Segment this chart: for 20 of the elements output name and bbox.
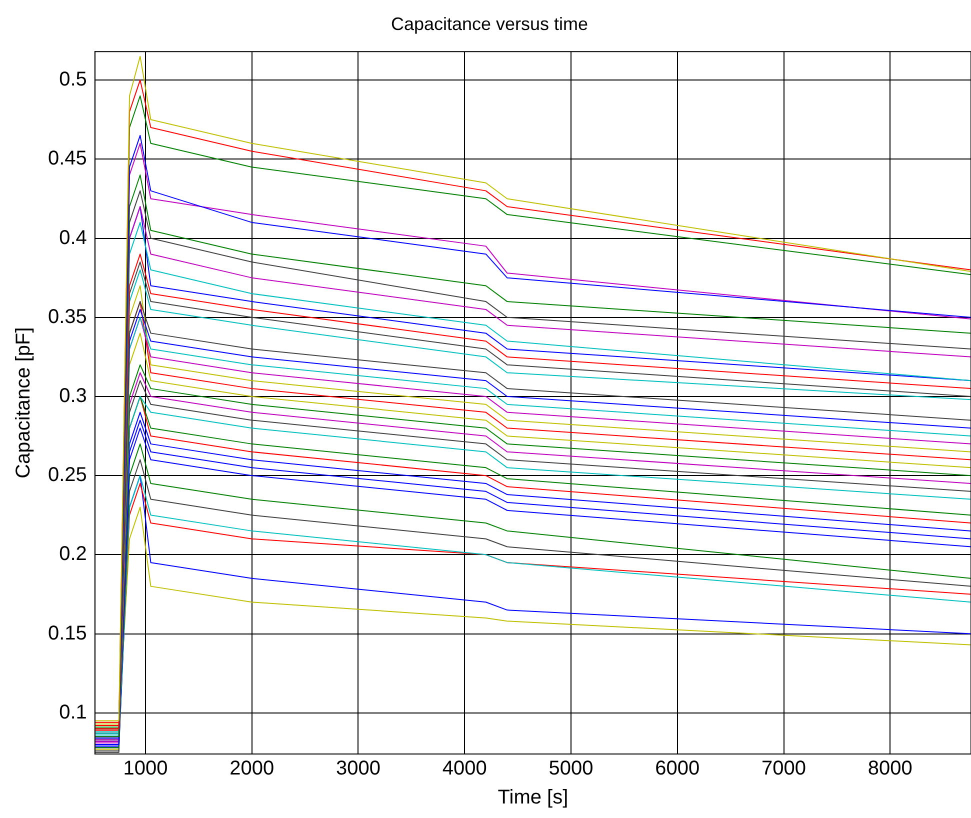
x-tick-label: 8000 [868,758,912,780]
x-tick-label: 7000 [762,758,806,780]
y-tick-label: 0.15 [48,622,87,644]
x-axis-title: Time [s] [498,786,568,809]
y-tick-label: 0.25 [48,464,87,486]
y-tick-label: 0.2 [59,543,87,566]
x-tick-label: 4000 [442,758,487,780]
x-tick-label: 3000 [336,758,380,780]
y-tick-label: 0.5 [59,68,87,91]
x-tick-label: 2000 [230,758,274,780]
chart-title: Capacitance versus time [390,14,588,34]
x-tick-label: 6000 [655,758,700,780]
x-tick-label: 5000 [548,758,594,780]
y-tick-label: 0.1 [59,701,87,724]
y-axis-title: Capacitance [pF] [12,327,35,478]
y-tick-label: 0.3 [59,384,87,407]
y-tick-label: 0.4 [59,226,87,249]
y-tick-label: 0.35 [48,306,87,328]
y-tick-label: 0.45 [48,148,87,170]
x-tick-label: 1000 [123,758,168,780]
